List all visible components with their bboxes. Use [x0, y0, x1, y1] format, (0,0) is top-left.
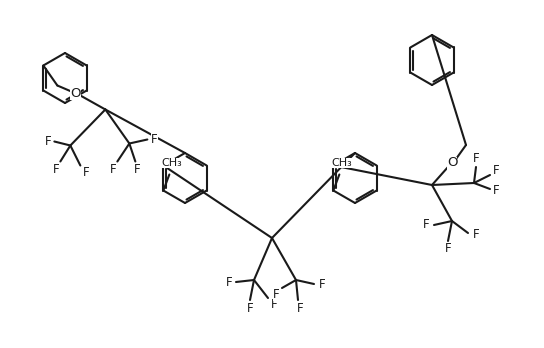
Text: F: F — [493, 165, 499, 177]
Text: F: F — [273, 287, 279, 301]
Text: F: F — [226, 276, 232, 288]
Text: F: F — [83, 166, 90, 179]
Text: CH₃: CH₃ — [331, 158, 352, 167]
Text: F: F — [151, 133, 158, 146]
Text: F: F — [423, 219, 429, 231]
Text: CH₃: CH₃ — [161, 158, 182, 167]
Text: F: F — [444, 243, 452, 255]
Text: F: F — [473, 229, 479, 242]
Text: F: F — [296, 301, 304, 315]
Text: F: F — [493, 184, 499, 198]
Text: F: F — [53, 163, 60, 176]
Text: F: F — [110, 163, 116, 176]
Text: F: F — [271, 298, 277, 310]
Text: F: F — [45, 135, 52, 148]
Text: F: F — [319, 277, 325, 291]
Text: F: F — [134, 163, 141, 176]
Text: F: F — [473, 152, 479, 166]
Text: F: F — [246, 301, 254, 315]
Text: O: O — [447, 157, 458, 169]
Text: O: O — [70, 87, 81, 100]
